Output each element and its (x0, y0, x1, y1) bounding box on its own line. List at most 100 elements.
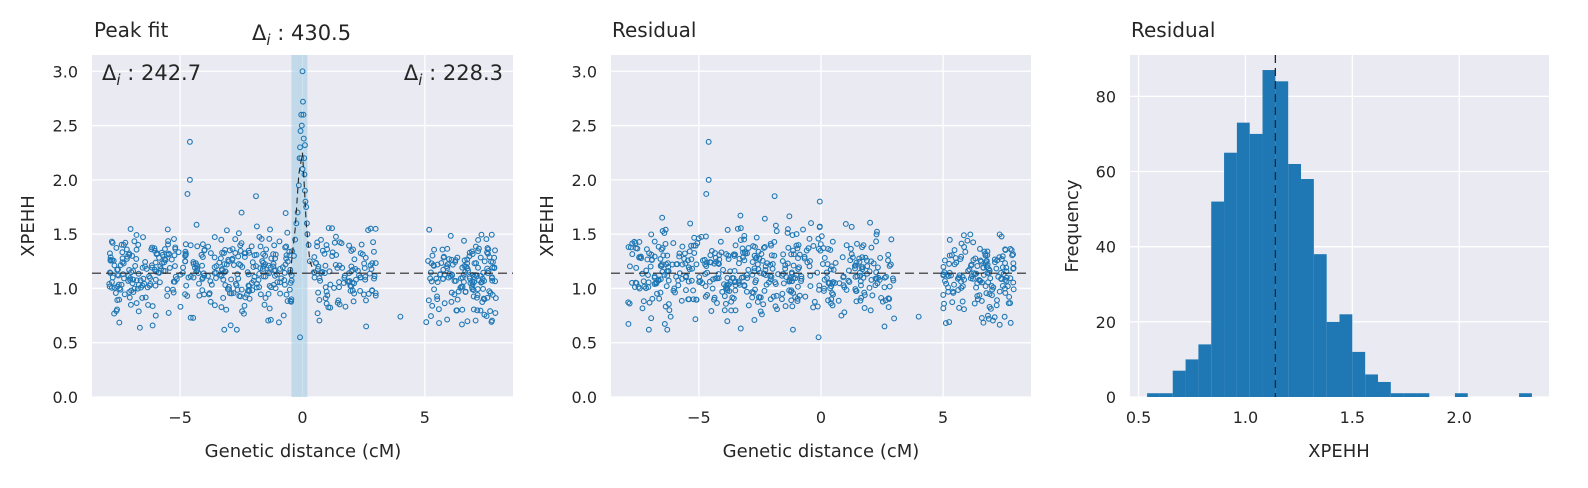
data-point (640, 278, 647, 285)
data-point (841, 309, 848, 316)
data-point (625, 299, 632, 306)
data-point (827, 266, 834, 273)
data-point (182, 241, 189, 248)
data-point (126, 294, 133, 301)
data-point (775, 271, 782, 278)
data-point (243, 291, 250, 298)
histogram-bar (1147, 393, 1160, 397)
data-point (734, 225, 741, 232)
data-point (695, 235, 702, 242)
data-point (435, 306, 442, 313)
data-point (428, 278, 435, 285)
data-point (454, 307, 460, 314)
data-point (958, 240, 965, 247)
data-point (441, 300, 448, 307)
data-point (165, 238, 172, 245)
data-point (478, 231, 485, 238)
data-point (843, 242, 850, 249)
data-point (492, 310, 499, 316)
histogram-bar (1519, 393, 1532, 397)
data-point (852, 265, 858, 272)
data-point (815, 235, 822, 242)
data-point (648, 315, 655, 322)
data-point (478, 278, 485, 285)
data-point (1003, 274, 1010, 281)
data-point (365, 227, 372, 234)
data-point (693, 296, 700, 303)
data-point (481, 258, 488, 265)
data-point (253, 284, 260, 291)
data-point (139, 294, 146, 301)
data-point (699, 280, 706, 287)
data-point (233, 326, 240, 333)
data-point (149, 322, 156, 329)
data-point (293, 220, 300, 227)
data-point (769, 260, 776, 267)
data-point (345, 279, 352, 285)
data-point (1001, 313, 1008, 320)
data-point (428, 260, 435, 267)
data-point (803, 247, 810, 254)
data-point (838, 312, 845, 319)
data-point (789, 303, 796, 310)
data-point (282, 210, 289, 217)
data-point (168, 256, 175, 263)
data-point (428, 313, 434, 320)
data-point (175, 249, 182, 256)
data-point (802, 293, 809, 300)
data-point (270, 260, 277, 267)
histogram-bar (1416, 393, 1430, 397)
residual-scatter-y-tick-label: 2.5 (572, 117, 597, 136)
data-point (284, 229, 291, 236)
histogram-bar (1390, 393, 1404, 397)
histogram-bar (1275, 81, 1289, 398)
data-point (780, 251, 787, 258)
data-point (205, 243, 212, 250)
data-point (267, 264, 274, 271)
data-point (761, 244, 768, 250)
data-point (440, 253, 447, 260)
data-point (749, 294, 756, 301)
data-point (229, 255, 236, 262)
data-point (635, 284, 642, 290)
data-point (761, 215, 768, 222)
delta-annotation-center: Δi : 430.5 (252, 21, 351, 49)
data-point (461, 257, 468, 264)
data-point (991, 314, 998, 321)
data-point (1009, 252, 1016, 259)
data-point (759, 257, 766, 264)
data-point (869, 292, 876, 299)
data-point (633, 264, 640, 271)
data-point (751, 265, 758, 272)
data-point (989, 286, 996, 293)
data-point (942, 320, 949, 327)
data-point (276, 238, 283, 245)
data-point (289, 248, 296, 255)
data-point (186, 176, 193, 183)
data-point (651, 238, 658, 245)
data-point (814, 269, 821, 276)
data-point (434, 279, 441, 286)
data-point (260, 251, 267, 257)
histogram-bar (1262, 70, 1276, 398)
data-point (370, 239, 377, 246)
data-point (336, 262, 343, 269)
data-point (491, 254, 498, 261)
data-point (354, 267, 361, 274)
data-point (133, 277, 140, 284)
data-point (140, 234, 146, 241)
data-point (152, 312, 159, 319)
data-point (658, 246, 665, 253)
data-point (444, 261, 451, 268)
data-point (940, 272, 947, 279)
data-point (857, 297, 864, 304)
data-point (306, 258, 313, 265)
data-point (849, 254, 856, 261)
data-point (300, 111, 307, 118)
residual-hist-y-ticks: 0 20 40 60 80 (1096, 87, 1116, 407)
data-point (272, 251, 279, 258)
data-point (365, 290, 372, 297)
data-point (1010, 260, 1017, 267)
data-point (743, 272, 750, 278)
data-point (350, 246, 356, 253)
